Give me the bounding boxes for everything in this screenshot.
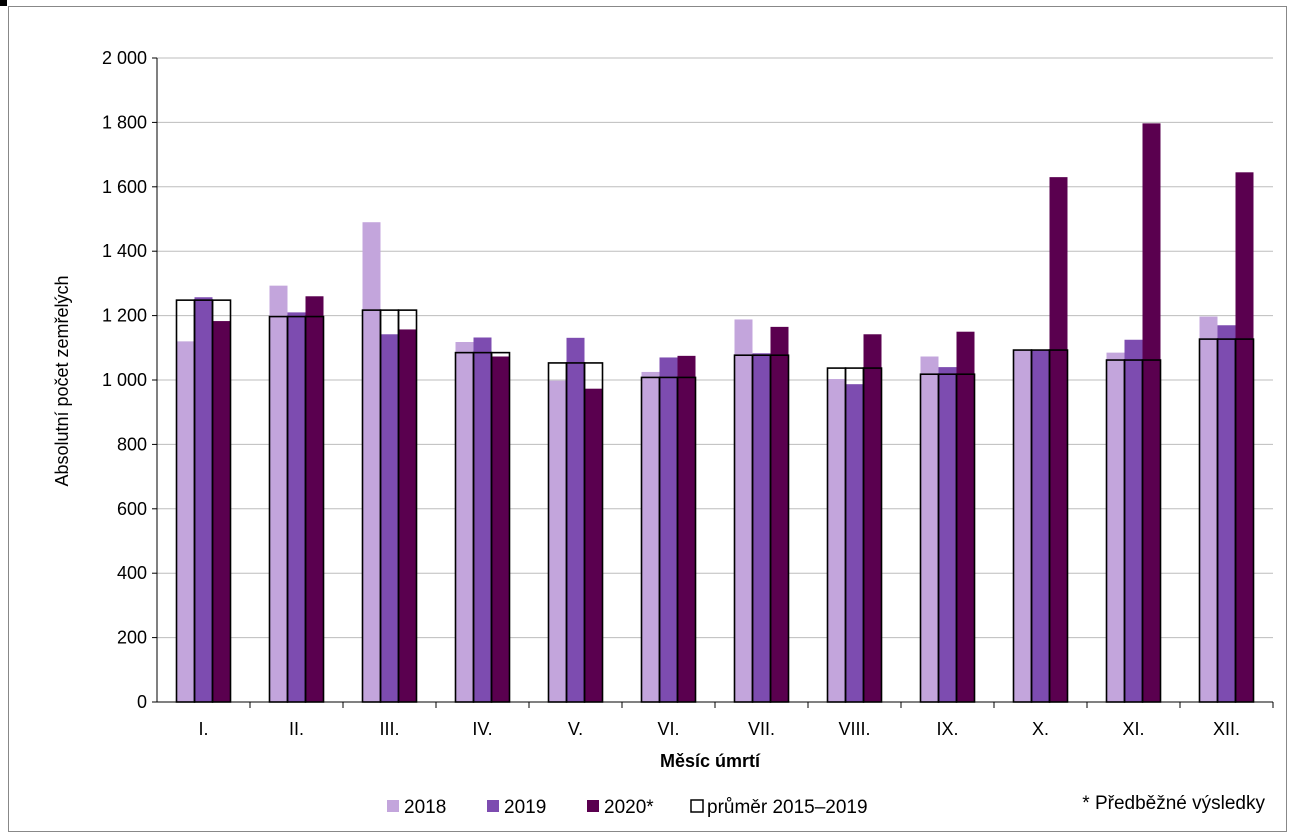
legend-label-average: průměr 2015–2019 [707, 797, 868, 818]
y-axis-title: Absolutní počet zemřelých [52, 275, 72, 486]
y-tick-label: 1 400 [102, 241, 147, 261]
y-tick-label: 1 200 [102, 306, 147, 326]
page-corner-mark [0, 0, 7, 6]
x-tick-label: VI. [657, 719, 679, 739]
y-tick-label: 800 [117, 434, 147, 454]
legend-swatch-average [690, 799, 704, 813]
bar-2020-5 [584, 388, 603, 702]
bar-2020-7 [770, 326, 789, 702]
x-tick-label: V. [568, 719, 583, 739]
legend-swatch-2018 [387, 800, 399, 812]
x-axis-title: Měsíc úmrtí [660, 751, 761, 771]
preliminary-note: * Předběžné výsledky [1082, 793, 1265, 814]
legend-swatch-2019 [487, 800, 499, 812]
legend-swatch-2020 [587, 800, 599, 812]
bar-2019-7 [752, 353, 771, 702]
bar-2019-3 [380, 334, 399, 702]
bar-2020-2 [305, 296, 324, 702]
bar-2018-3 [362, 222, 381, 702]
legend: 2018 2019 2020* průměr 2015–2019 [387, 797, 868, 818]
y-tick-label: 1 000 [102, 370, 147, 390]
bar-2018-8 [827, 379, 846, 702]
average-boxes [175, 299, 1255, 703]
bar-2020-6 [677, 355, 696, 702]
axes [156, 58, 1274, 708]
bar-2019-1 [194, 297, 213, 702]
y-tick-label: 1 600 [102, 177, 147, 197]
y-tick-label: 1 800 [102, 112, 147, 132]
bar-2018-1 [176, 341, 195, 702]
bar-2018-7 [734, 319, 753, 702]
y-tick-labels: 0 200 400 600 800 1 000 1 200 1 400 1 600 1 800 2 … [102, 48, 157, 712]
bar-2018-2 [269, 285, 288, 702]
legend-label-2019: 2019 [504, 797, 546, 818]
legend-label-2018: 2018 [404, 797, 446, 818]
x-tick-label: III. [379, 719, 399, 739]
y-tick-label: 600 [117, 499, 147, 519]
bar-2020-10 [1049, 177, 1068, 702]
bar-2020-9 [956, 331, 975, 702]
bar-2019-4 [473, 337, 492, 702]
x-tick-label: IX. [936, 719, 958, 739]
y-tick-label: 2 000 [102, 48, 147, 68]
legend-label-2020: 2020* [604, 797, 654, 818]
x-tick-label: X. [1032, 719, 1049, 739]
bar-2020-11 [1142, 123, 1161, 703]
bar-2019-2 [287, 312, 306, 702]
x-tick-label: VIII. [838, 719, 870, 739]
y-tick-label: 0 [137, 692, 147, 712]
x-tick-labels: I. II. III. IV. V. VI. VII. VIII. IX. X. XI. XII. [198, 702, 1240, 739]
bar-2018-11 [1106, 352, 1125, 702]
x-tick-label: XI. [1122, 719, 1144, 739]
bar-2020-8 [863, 334, 882, 702]
x-tick-label: VII. [748, 719, 775, 739]
bar-2018-10 [1013, 350, 1032, 702]
bars [176, 123, 1254, 703]
x-tick-label: IV. [472, 719, 492, 739]
bar-2020-12 [1235, 172, 1254, 702]
bar-2018-12 [1199, 316, 1218, 702]
bar-2020-4 [491, 356, 510, 702]
bar-2020-1 [212, 321, 231, 702]
x-tick-label: II. [289, 719, 304, 739]
x-tick-label: I. [198, 719, 208, 739]
bar-2019-11 [1124, 339, 1143, 702]
bar-2019-8 [845, 384, 864, 702]
bar-2018-9 [920, 356, 939, 702]
bar-2018-6 [641, 371, 660, 702]
bar-2019-12 [1217, 325, 1236, 702]
bar-2020-3 [398, 329, 417, 702]
bar-2019-6 [659, 357, 678, 702]
bar-2019-9 [938, 367, 957, 702]
y-tick-label: 400 [117, 563, 147, 583]
bar-2018-4 [455, 342, 474, 702]
bar-2018-5 [548, 380, 567, 702]
bar-2019-5 [566, 337, 585, 702]
x-tick-label: XII. [1213, 719, 1240, 739]
bar-2019-10 [1031, 350, 1050, 702]
y-tick-label: 200 [117, 628, 147, 648]
gridlines [157, 57, 1273, 639]
